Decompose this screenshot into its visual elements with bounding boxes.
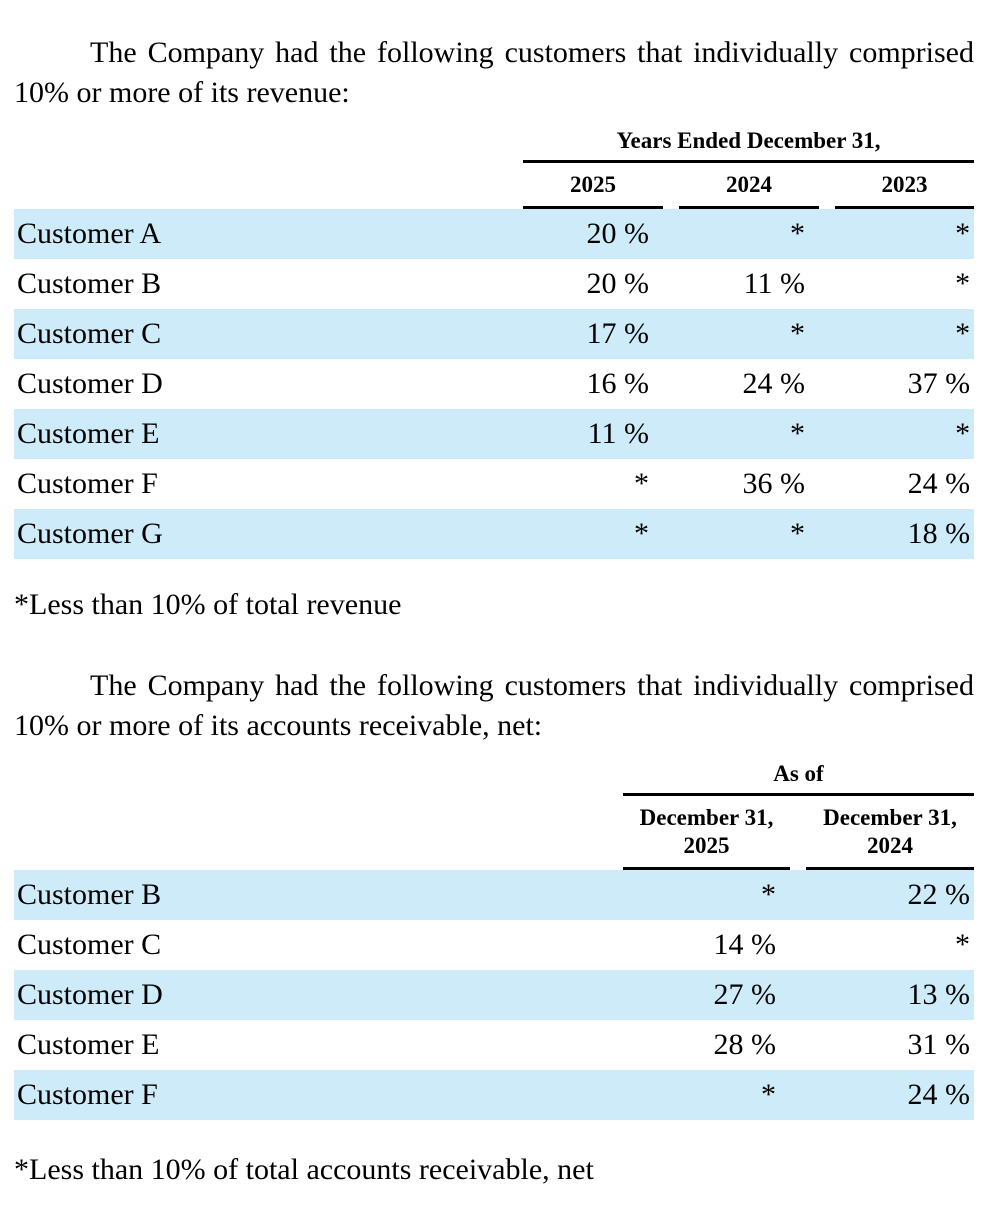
- percentage-cell: 24 %: [806, 1070, 974, 1120]
- customer-name: Customer D: [17, 367, 163, 400]
- receivable-group-header: As of: [773, 761, 824, 786]
- column-gap: [790, 920, 806, 970]
- customer-name: Customer F: [17, 467, 158, 500]
- percentage-cell: 24 %: [907, 467, 971, 500]
- customer-name: Customer B: [17, 267, 162, 300]
- customer-name: Customer F: [14, 1070, 623, 1120]
- percentage-cell: *: [835, 409, 975, 459]
- revenue-group-header: Years Ended December 31,: [616, 128, 881, 153]
- column-gap: [819, 459, 835, 509]
- percentage-cell: *: [523, 509, 663, 559]
- percentage-cell: 11 %: [523, 409, 663, 459]
- percentage-cell: 18 %: [835, 509, 975, 559]
- percentage-cell: 37 %: [907, 367, 971, 400]
- percentage-cell: 16 %: [586, 367, 650, 400]
- column-gap: [663, 259, 679, 309]
- column-gap: [819, 409, 835, 459]
- percentage-cell: *: [955, 928, 970, 961]
- percentage-cell: 17 %: [523, 309, 663, 359]
- column-gap: [663, 359, 679, 409]
- receivable-intro-text: The Company had the following customers …: [14, 669, 974, 742]
- revenue-year-header-row: 2025 2024 2023: [14, 163, 975, 209]
- percentage-cell: *: [623, 1070, 790, 1120]
- table-row: Customer C 14 % *: [14, 920, 974, 970]
- column-header-dec-2025-line2: 2025: [683, 832, 730, 858]
- customer-name: Customer E: [17, 1028, 160, 1061]
- revenue-intro-text: The Company had the following customers …: [14, 36, 974, 109]
- table-row: Customer A 20 % * *: [14, 209, 975, 259]
- table-row: Customer E 11 % * *: [14, 409, 975, 459]
- column-gap: [663, 409, 679, 459]
- column-gap: [663, 209, 679, 259]
- receivable-concentration-table: As of December 31, 2025 December 31, 202…: [14, 755, 974, 1120]
- column-gap: [819, 209, 835, 259]
- customer-name: Customer D: [14, 970, 623, 1020]
- table-row: Customer E 28 % 31 %: [14, 1020, 974, 1070]
- revenue-intro-paragraph: The Company had the following customers …: [14, 33, 974, 113]
- percentage-cell: *: [623, 870, 790, 920]
- table-row: Customer F * 24 %: [14, 1070, 974, 1120]
- column-gap: [790, 870, 806, 920]
- column-gap: [819, 509, 835, 559]
- column-gap: [663, 509, 679, 559]
- column-gap: [663, 309, 679, 359]
- percentage-cell: *: [679, 309, 819, 359]
- revenue-concentration-table: Years Ended December 31, 2025 2024 2023 …: [14, 122, 975, 559]
- column-gap: [790, 1020, 806, 1070]
- revenue-footnote: *Less than 10% of total revenue: [14, 588, 402, 621]
- receivable-intro-paragraph: The Company had the following customers …: [14, 666, 974, 746]
- receivable-group-header-row: As of: [14, 755, 974, 796]
- table-row: Customer B * 22 %: [14, 870, 974, 920]
- receivable-date-header-row: December 31, 2025 December 31, 2024: [14, 796, 974, 870]
- column-gap: [819, 309, 835, 359]
- percentage-cell: 28 %: [713, 1028, 777, 1061]
- customer-name: Customer C: [17, 928, 162, 961]
- percentage-cell: *: [835, 309, 975, 359]
- table-row: Customer B 20 % 11 % *: [14, 259, 974, 309]
- table-row: Customer D 27 % 13 %: [14, 970, 974, 1020]
- table-row: Customer F * 36 % 24 %: [14, 459, 974, 509]
- column-header-dec-2025-line1: December 31,: [639, 804, 774, 830]
- percentage-cell: 14 %: [713, 928, 777, 961]
- customer-name: Customer G: [14, 509, 523, 559]
- receivable-footnote: *Less than 10% of total accounts receiva…: [14, 1153, 594, 1186]
- percentage-cell: *: [835, 209, 975, 259]
- percentage-cell: 13 %: [806, 970, 974, 1020]
- percentage-cell: 11 %: [743, 267, 805, 300]
- percentage-cell: 20 %: [523, 209, 663, 259]
- table-row: Customer C 17 % * *: [14, 309, 975, 359]
- revenue-group-header-row: Years Ended December 31,: [14, 122, 975, 163]
- percentage-cell: 22 %: [806, 870, 974, 920]
- column-header-2025: 2025: [570, 171, 616, 197]
- percentage-cell: 20 %: [586, 267, 650, 300]
- column-header-dec-2024-line1: December 31,: [823, 804, 957, 830]
- percentage-cell: 27 %: [623, 970, 790, 1020]
- table-row: Customer D 16 % 24 % 37 %: [14, 359, 974, 409]
- percentage-cell: *: [679, 409, 819, 459]
- customer-name: Customer B: [14, 870, 623, 920]
- column-header-2023: 2023: [881, 171, 928, 197]
- table-row: Customer G * * 18 %: [14, 509, 975, 559]
- customer-name: Customer C: [14, 309, 523, 359]
- column-gap: [819, 359, 835, 409]
- percentage-cell: 36 %: [742, 467, 806, 500]
- percentage-cell: 24 %: [742, 367, 806, 400]
- column-header-2024: 2024: [726, 171, 772, 197]
- column-gap: [819, 259, 835, 309]
- percentage-cell: *: [634, 467, 649, 500]
- percentage-cell: *: [955, 267, 971, 300]
- customer-name: Customer E: [14, 409, 523, 459]
- column-gap: [790, 1070, 806, 1120]
- percentage-cell: *: [679, 509, 819, 559]
- column-header-dec-2024-line2: 2024: [867, 832, 913, 858]
- column-gap: [790, 970, 806, 1020]
- percentage-cell: 31 %: [907, 1028, 971, 1061]
- customer-name: Customer A: [14, 209, 523, 259]
- percentage-cell: *: [679, 209, 819, 259]
- column-gap: [663, 459, 679, 509]
